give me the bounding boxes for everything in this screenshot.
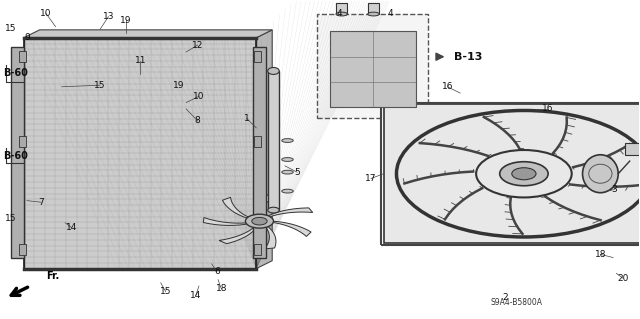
Text: 9: 9 xyxy=(24,33,29,42)
Circle shape xyxy=(500,162,548,186)
Text: 7: 7 xyxy=(38,198,44,207)
Text: 15: 15 xyxy=(95,81,106,90)
Polygon shape xyxy=(257,194,279,215)
Text: 16: 16 xyxy=(542,104,554,113)
Text: 17: 17 xyxy=(365,174,377,183)
Text: 8: 8 xyxy=(195,116,200,125)
Text: 20: 20 xyxy=(617,274,628,283)
Text: 10: 10 xyxy=(193,92,205,101)
Bar xyxy=(253,244,261,255)
Text: B-60: B-60 xyxy=(3,69,28,78)
Text: 6: 6 xyxy=(214,267,220,276)
Text: 11: 11 xyxy=(134,56,146,65)
Ellipse shape xyxy=(582,155,618,193)
Text: B-60: B-60 xyxy=(3,151,28,161)
Ellipse shape xyxy=(268,207,279,213)
Polygon shape xyxy=(24,30,272,38)
Text: 15: 15 xyxy=(160,287,172,296)
Text: 3: 3 xyxy=(612,185,617,194)
Bar xyxy=(253,136,261,147)
Text: 2: 2 xyxy=(502,293,508,301)
Bar xyxy=(253,51,261,63)
Text: Fr.: Fr. xyxy=(46,271,60,281)
Text: 15: 15 xyxy=(5,213,17,222)
Bar xyxy=(330,32,415,107)
Bar xyxy=(24,38,256,269)
Text: B-13: B-13 xyxy=(454,52,482,62)
Text: 4: 4 xyxy=(336,9,342,18)
Polygon shape xyxy=(219,227,257,244)
Polygon shape xyxy=(268,208,313,217)
Ellipse shape xyxy=(336,12,348,16)
Polygon shape xyxy=(256,30,272,269)
Circle shape xyxy=(512,168,536,180)
Bar xyxy=(368,3,380,14)
Text: 16: 16 xyxy=(442,82,453,91)
Text: 14: 14 xyxy=(190,291,202,300)
Bar xyxy=(253,47,266,257)
Bar xyxy=(268,71,279,210)
Text: 19: 19 xyxy=(120,16,131,25)
Polygon shape xyxy=(265,226,276,249)
Bar xyxy=(384,104,640,243)
Text: 4: 4 xyxy=(387,9,393,18)
Bar xyxy=(19,244,26,255)
Bar xyxy=(11,47,24,257)
Ellipse shape xyxy=(268,68,279,74)
Text: 12: 12 xyxy=(192,41,204,49)
Text: 5: 5 xyxy=(294,168,300,177)
Polygon shape xyxy=(204,218,248,226)
Bar xyxy=(625,143,640,155)
Text: 19: 19 xyxy=(173,81,184,90)
Bar xyxy=(317,14,428,118)
Bar xyxy=(19,136,26,147)
Polygon shape xyxy=(223,197,249,219)
Text: 13: 13 xyxy=(102,12,114,21)
Bar xyxy=(19,51,26,63)
Ellipse shape xyxy=(282,158,293,161)
Text: 18: 18 xyxy=(595,250,606,259)
Circle shape xyxy=(252,217,267,225)
Circle shape xyxy=(246,214,273,228)
Bar xyxy=(24,38,256,269)
Polygon shape xyxy=(272,221,311,236)
Ellipse shape xyxy=(282,139,293,142)
Ellipse shape xyxy=(282,189,293,193)
Ellipse shape xyxy=(282,170,293,174)
Bar xyxy=(381,103,640,245)
Text: 15: 15 xyxy=(5,24,17,33)
Text: 10: 10 xyxy=(40,9,52,18)
Bar xyxy=(336,3,348,14)
Text: 1: 1 xyxy=(244,114,250,123)
Text: 18: 18 xyxy=(216,284,227,293)
Ellipse shape xyxy=(368,12,380,16)
Text: S9A4-B5800A: S9A4-B5800A xyxy=(490,298,542,307)
Text: 14: 14 xyxy=(66,223,77,232)
